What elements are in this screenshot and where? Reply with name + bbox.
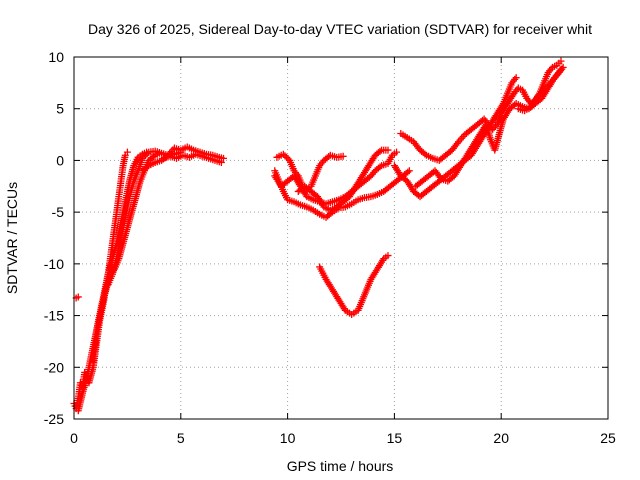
data-point xyxy=(365,173,373,181)
data-point xyxy=(284,155,292,163)
y-tick-label: 10 xyxy=(48,49,64,65)
plot-frame xyxy=(73,56,609,420)
x-tick-label: 15 xyxy=(387,430,403,446)
y-axis-label: SDTVAR / TECUs xyxy=(4,182,20,294)
x-axis-label: GPS time / hours xyxy=(287,458,394,474)
data-point xyxy=(558,65,566,73)
y-tick-label: -10 xyxy=(44,256,64,272)
y-tick-label: 0 xyxy=(56,152,64,168)
data-point xyxy=(538,88,546,96)
data-point xyxy=(537,89,545,97)
x-tick-label: 25 xyxy=(600,430,616,446)
y-tick-label: -5 xyxy=(52,204,65,220)
data-point xyxy=(512,74,520,82)
data-point xyxy=(376,163,384,171)
data-point xyxy=(279,150,287,158)
data-point xyxy=(140,153,148,161)
data-point xyxy=(393,148,401,156)
data-point xyxy=(138,154,146,162)
data-point xyxy=(283,153,291,161)
data-point xyxy=(123,148,131,156)
data-point xyxy=(217,158,225,166)
data-point xyxy=(74,293,82,301)
y-tick-label: -15 xyxy=(44,308,64,324)
x-tick-label: 20 xyxy=(493,430,509,446)
data-point xyxy=(142,151,150,159)
data-point xyxy=(220,154,228,162)
data-point xyxy=(405,167,413,175)
data-point xyxy=(557,57,565,65)
data-point xyxy=(376,147,384,155)
data-point xyxy=(281,152,289,160)
y-tick-label: 5 xyxy=(56,101,64,117)
tick-layer: 0 5 10 15 20 25 -25 -20 -15 -10 -5 0 5 10 xyxy=(44,49,616,446)
x-tick-label: 5 xyxy=(177,430,185,446)
data-point xyxy=(384,146,392,154)
data-point xyxy=(559,63,567,71)
data-point xyxy=(534,92,542,100)
x-tick-label: 0 xyxy=(70,430,78,446)
chart-title: Day 326 of 2025, Sidereal Day-to-day VTE… xyxy=(88,21,592,37)
y-tick-label: -25 xyxy=(44,411,64,427)
data-point xyxy=(143,163,151,171)
data-point xyxy=(404,168,412,176)
data-point xyxy=(143,150,151,158)
data-point xyxy=(339,152,347,160)
data-point xyxy=(421,150,429,158)
data-point xyxy=(384,252,392,260)
data-point xyxy=(535,91,543,99)
data-marks xyxy=(70,57,567,415)
x-tick-label: 10 xyxy=(280,430,296,446)
y-tick-label: -20 xyxy=(44,359,64,375)
